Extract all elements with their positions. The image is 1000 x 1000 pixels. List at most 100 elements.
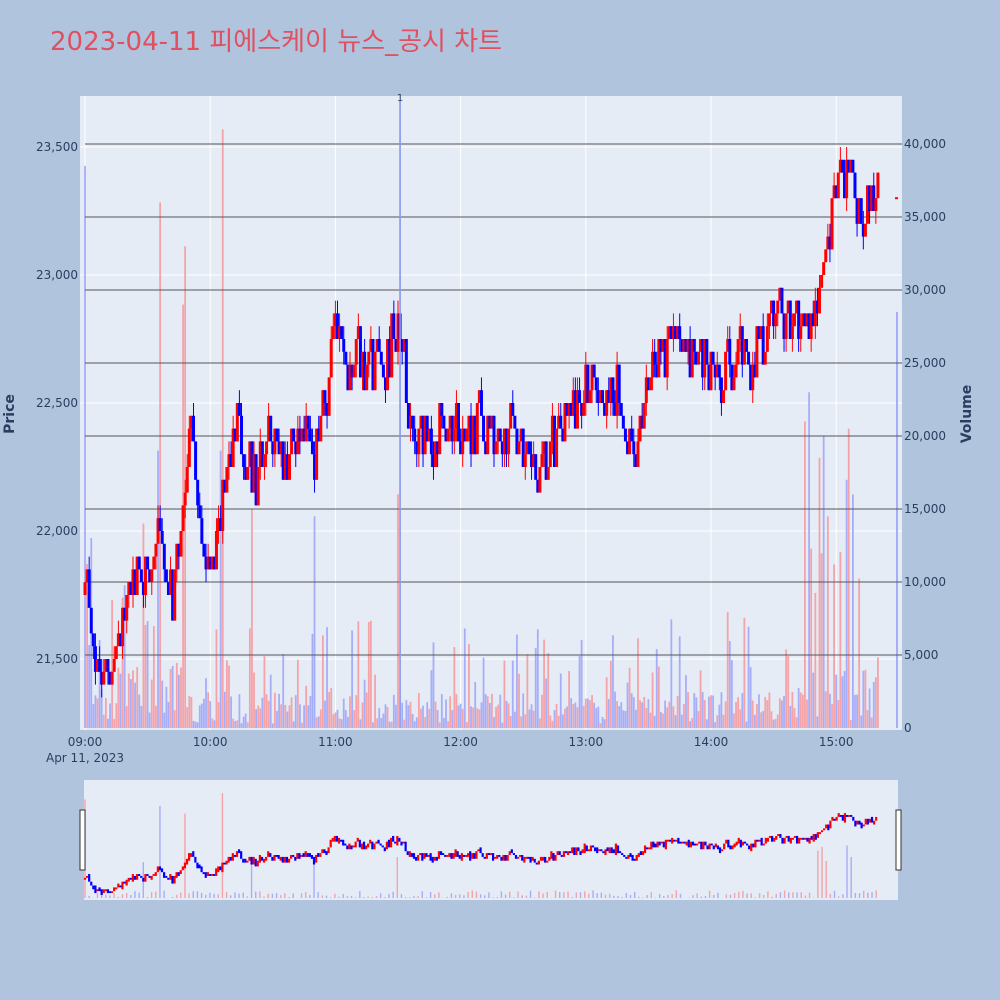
candle-body [240, 415, 243, 455]
volume-bar [497, 704, 500, 728]
slider-volume-bar [250, 859, 253, 898]
volume-bar [188, 696, 191, 728]
volume-bar [367, 622, 370, 728]
volume-bar [503, 660, 506, 728]
volume-bar [326, 627, 328, 728]
volume-bar [102, 714, 105, 728]
volume-bar [205, 678, 207, 728]
candle-body [811, 313, 815, 327]
slider-volume-bar [463, 895, 465, 898]
volume-bar [361, 702, 364, 728]
volume-bar [148, 712, 151, 728]
volume-bar [541, 694, 543, 728]
volume-bar [355, 695, 358, 728]
price-tick-label: 23,000 [36, 268, 78, 282]
candle-body [544, 441, 548, 480]
candle-body [463, 428, 467, 442]
slider-volume-bar [571, 896, 573, 898]
candle-body [651, 351, 655, 378]
volume-level-lines [85, 143, 902, 656]
slider-volume-bar [771, 896, 773, 898]
slider-volume-bar [858, 893, 861, 898]
slider-volume-bar [692, 895, 694, 898]
volume-bar [747, 626, 750, 728]
candle-body [870, 185, 874, 211]
candle-body [250, 441, 254, 493]
volume-bar [372, 722, 374, 728]
candle-body [770, 300, 774, 314]
candle-body [525, 441, 529, 455]
volume-bar [165, 686, 168, 728]
volume-bar [376, 718, 379, 728]
slider-volume-bar [679, 893, 682, 898]
volume-bar [482, 657, 485, 728]
candle-body [722, 390, 726, 403]
candle-body [832, 185, 836, 199]
volume-bar [190, 696, 193, 728]
volume-bar [461, 708, 464, 728]
volume-bar [286, 711, 289, 728]
candle-body [100, 671, 104, 685]
candle-body [795, 300, 799, 314]
candle-body [494, 441, 498, 455]
slider-volume-bar [238, 893, 240, 898]
candle-body [258, 441, 262, 467]
candle-body [377, 339, 381, 352]
volume-bar [501, 722, 504, 728]
volume-bar [896, 311, 898, 728]
volume-bar [198, 705, 201, 728]
volume-bar [657, 666, 660, 728]
slider-volume-bar [259, 891, 261, 898]
candle-body [830, 198, 834, 250]
candle-body [740, 326, 744, 365]
candle-body [110, 671, 114, 685]
volume-bar [388, 721, 391, 728]
candle-body [801, 313, 805, 327]
slider-volume-bar [121, 894, 124, 898]
volume-bar [305, 685, 308, 728]
volume-bar [321, 635, 324, 728]
volume-bar [735, 702, 737, 728]
slider-volume-bar [205, 894, 207, 898]
candle-body [809, 313, 813, 339]
volume-bar [232, 718, 235, 728]
range-slider-right-handle[interactable] [895, 809, 902, 871]
volume-bar [365, 692, 368, 728]
slider-volume-bar [479, 894, 482, 898]
slider-volume-bar [384, 897, 386, 898]
slider-volume-bar [708, 890, 711, 898]
slider-volume-bar [275, 893, 278, 898]
slider-volume-bar [313, 860, 315, 898]
candle-body [446, 428, 450, 442]
volume-bar [597, 706, 600, 728]
candle-body [623, 428, 627, 442]
candle-body [559, 415, 563, 429]
candle-body [141, 582, 145, 595]
volume-bar [547, 652, 550, 728]
slider-volume-bar [180, 892, 182, 898]
candle-body [475, 403, 479, 455]
volume-bar [862, 670, 865, 728]
candle-body [621, 415, 625, 429]
candle-body [632, 441, 636, 455]
candle-body [152, 556, 156, 570]
volume-bar [317, 716, 320, 728]
slider-volume-bar [521, 895, 523, 898]
volume-bar [251, 509, 253, 728]
volume-bar [795, 717, 798, 728]
candle-body [192, 415, 196, 442]
volume-bar [603, 719, 606, 728]
range-slider[interactable] [84, 780, 898, 900]
range-slider-left-handle[interactable] [79, 809, 86, 871]
volume-bar [194, 721, 197, 728]
candle-body [434, 441, 438, 467]
slider-volume-bar [579, 892, 582, 898]
candle-body [569, 403, 573, 416]
volume-bar [196, 722, 199, 728]
candle-body [310, 441, 314, 455]
candle-body [859, 198, 863, 224]
candle-body [281, 441, 285, 480]
candle-body [828, 236, 832, 250]
volume-bar [697, 711, 700, 728]
volume-bar [705, 719, 708, 728]
